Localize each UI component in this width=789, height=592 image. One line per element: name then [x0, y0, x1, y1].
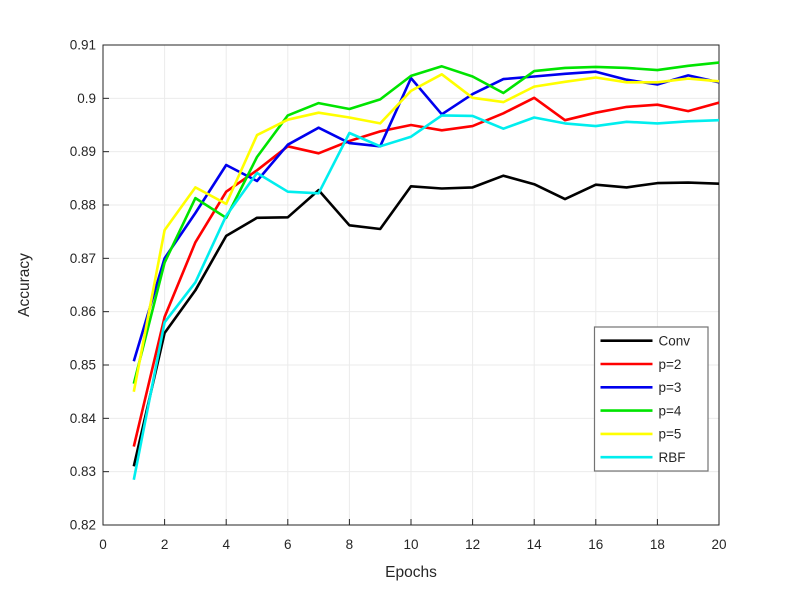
legend-entry-label: p=4 [659, 403, 682, 418]
data-series [132, 61, 720, 480]
legend: Conv p=2 p=3 p=4 p=5 RBF [593, 326, 709, 472]
legend-box [593, 326, 709, 472]
x-tick-label: 4 [222, 537, 230, 552]
x-tick-label: 12 [465, 537, 480, 552]
y-tick-label: 0.9 [77, 91, 96, 106]
legend-entry-label: Conv [659, 334, 691, 349]
y-tick-label: 0.82 [70, 518, 96, 533]
legend-entry-label: p=2 [659, 357, 682, 372]
axis-ticks-and-labels: 0 2 4 6 8 10 12 14 16 18 20 0.82 0.83 0.84 0.85 0.86 0.8… [70, 38, 727, 553]
x-tick-label: 0 [99, 537, 107, 552]
y-tick-label: 0.84 [70, 411, 97, 426]
series-line-p3 [132, 70, 720, 362]
x-tick-label: 2 [161, 537, 169, 552]
y-tick-label: 0.87 [70, 251, 96, 266]
x-tick-label: 8 [346, 537, 354, 552]
legend-entry: RBF [600, 450, 686, 465]
y-tick-label: 0.89 [70, 144, 96, 159]
series-line-conv [132, 174, 720, 467]
x-tick-label: 14 [527, 537, 543, 552]
legend-entry-label: RBF [659, 450, 686, 465]
legend-entry: Conv [600, 334, 691, 349]
x-tick-label: 16 [588, 537, 603, 552]
legend-entry-label: p=5 [659, 427, 682, 442]
y-tick-label: 0.86 [70, 304, 96, 319]
series-line-rbf [132, 114, 720, 480]
legend-entry: p=5 [600, 427, 682, 442]
legend-entry: p=4 [600, 403, 682, 418]
legend-entry: p=2 [600, 357, 682, 372]
y-tick-label: 0.88 [70, 198, 96, 213]
x-axis-title: Epochs [385, 564, 437, 581]
x-tick-label: 10 [403, 537, 418, 552]
y-axis-title: Accuracy [16, 253, 33, 317]
legend-entry: p=3 [600, 380, 682, 395]
x-tick-label: 18 [650, 537, 665, 552]
y-tick-label: 0.83 [70, 464, 96, 479]
series-line-p2 [132, 96, 720, 447]
y-tick-label: 0.91 [70, 38, 96, 53]
legend-entry-label: p=3 [659, 380, 682, 395]
y-tick-label: 0.85 [70, 358, 96, 373]
x-tick-label: 6 [284, 537, 292, 552]
x-tick-label: 20 [711, 537, 726, 552]
series-line-p5 [132, 73, 720, 392]
